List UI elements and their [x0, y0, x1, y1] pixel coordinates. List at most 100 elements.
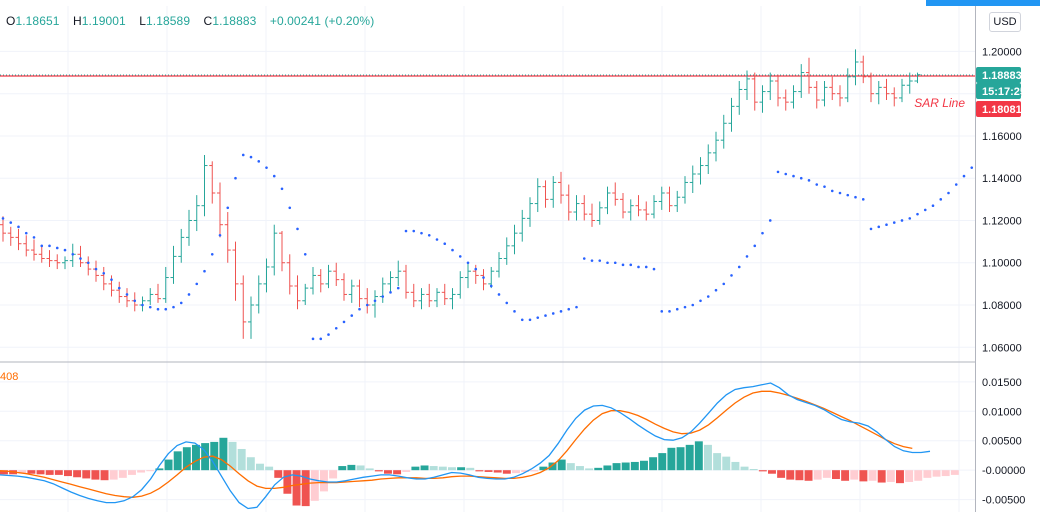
- ohlc-bar: [418, 288, 425, 310]
- ohlc-bar: [705, 144, 712, 174]
- ohlc-bar: [813, 81, 820, 109]
- histogram-bar: [457, 467, 466, 471]
- high-value: 1.19001: [81, 14, 126, 28]
- sar-dot: [606, 261, 609, 265]
- histogram-bar: [118, 470, 127, 478]
- ohlc-bar: [379, 277, 386, 303]
- sar-dot: [125, 293, 129, 296]
- ohlc-bar: [589, 203, 595, 227]
- sar-dot: [210, 252, 214, 256]
- histogram-bar: [27, 470, 36, 474]
- sar-price-label-bg: [976, 101, 1021, 118]
- histogram-bar: [713, 453, 722, 471]
- sar-dot: [187, 293, 191, 296]
- price-tick-label: 1.06000: [982, 342, 1022, 354]
- ohlc-bar: [604, 186, 611, 215]
- price-tick-label: 1.20000: [982, 46, 1022, 58]
- ohlc-bar: [488, 266, 495, 289]
- sar-dot: [652, 267, 656, 271]
- histogram-bar: [310, 470, 319, 501]
- sar-dot: [737, 265, 741, 269]
- histogram-bar: [73, 470, 82, 478]
- ohlc-bar: [713, 131, 719, 162]
- ohlc-bar: [93, 260, 99, 282]
- ohlc-bar: [124, 288, 130, 308]
- histogram-bar: [813, 470, 822, 480]
- ohlc-bar: [658, 186, 665, 210]
- histogram-bar: [402, 470, 411, 472]
- histogram-bar: [411, 466, 420, 471]
- histogram-bar: [786, 470, 795, 480]
- axis-price-labels: 1.18883 15:17:25 1.18081: [976, 67, 1026, 118]
- ohlc-bar: [162, 266, 169, 303]
- ohlc-bar: [38, 245, 45, 263]
- sar-dot: [900, 219, 904, 222]
- ohlc-bar: [170, 245, 177, 284]
- histogram-bar: [832, 470, 840, 480]
- ohlc-bar: [31, 239, 37, 261]
- histogram-bar: [896, 470, 904, 484]
- ohlc-bar: [232, 241, 239, 301]
- price-bars: [0, 49, 921, 339]
- sar-dot: [32, 236, 36, 239]
- signal-line: [0, 390, 913, 498]
- sar-dot: [761, 231, 764, 235]
- ohlc-bar: [744, 70, 750, 101]
- ohlc-bar: [472, 264, 479, 284]
- histogram-bar: [914, 470, 923, 481]
- sar-dot: [637, 265, 640, 269]
- ohlc-bar: [77, 245, 84, 267]
- macd-pane: [0, 382, 959, 510]
- sar-dot: [365, 303, 369, 307]
- histogram-bar: [393, 470, 402, 475]
- ohlc-bar: [325, 264, 332, 289]
- histogram-bar: [749, 469, 758, 471]
- ohlc-bar: [821, 81, 828, 107]
- histogram-bar: [374, 470, 383, 472]
- histogram-bar: [932, 470, 941, 477]
- histogram-bar: [850, 470, 859, 480]
- sar-dot: [86, 261, 90, 265]
- ohlc-bar: [875, 81, 882, 105]
- ohlc-bar: [728, 97, 735, 132]
- ohlc-bar: [790, 85, 797, 109]
- histogram-bar: [36, 470, 45, 475]
- ohlc-bar: [860, 55, 867, 84]
- sar-dot: [412, 229, 416, 233]
- open-value: 1.18651: [15, 14, 60, 28]
- histogram-bar: [438, 466, 447, 471]
- sar-dot: [590, 259, 594, 262]
- histogram-bar: [64, 470, 72, 477]
- histogram-bar: [100, 470, 109, 481]
- histogram-bar: [923, 470, 932, 478]
- sar-dot: [203, 269, 206, 273]
- histogram-bar: [685, 444, 694, 471]
- ohlc-bar: [573, 195, 580, 221]
- ohlc-bar: [674, 190, 681, 213]
- ohlc-bar: [666, 186, 673, 213]
- sar-dot: [799, 176, 803, 180]
- histogram-bar: [804, 470, 813, 481]
- histogram-bar: [54, 470, 63, 475]
- ohlc-bar: [527, 197, 533, 227]
- sar-dot: [513, 310, 516, 313]
- ohlc-bar: [697, 157, 704, 185]
- histogram-bar: [164, 459, 173, 471]
- sar-dot: [776, 170, 780, 174]
- ohlc-bar: [635, 195, 642, 217]
- currency-button[interactable]: USD: [989, 12, 1021, 32]
- histogram-bar: [466, 467, 475, 471]
- ohlc-bar: [457, 271, 464, 299]
- ohlc-bar: [387, 271, 394, 293]
- top-accent-bar: [926, 0, 1040, 6]
- sar-dot: [939, 198, 943, 201]
- ohlc-bar: [271, 224, 278, 276]
- sar-dot: [179, 301, 183, 305]
- sar-dot: [931, 204, 935, 207]
- ohlc-bar: [403, 264, 409, 299]
- sar-dot: [164, 307, 168, 311]
- sar-dot: [48, 244, 51, 248]
- sar-dot: [629, 263, 633, 267]
- histogram-bar: [265, 466, 274, 471]
